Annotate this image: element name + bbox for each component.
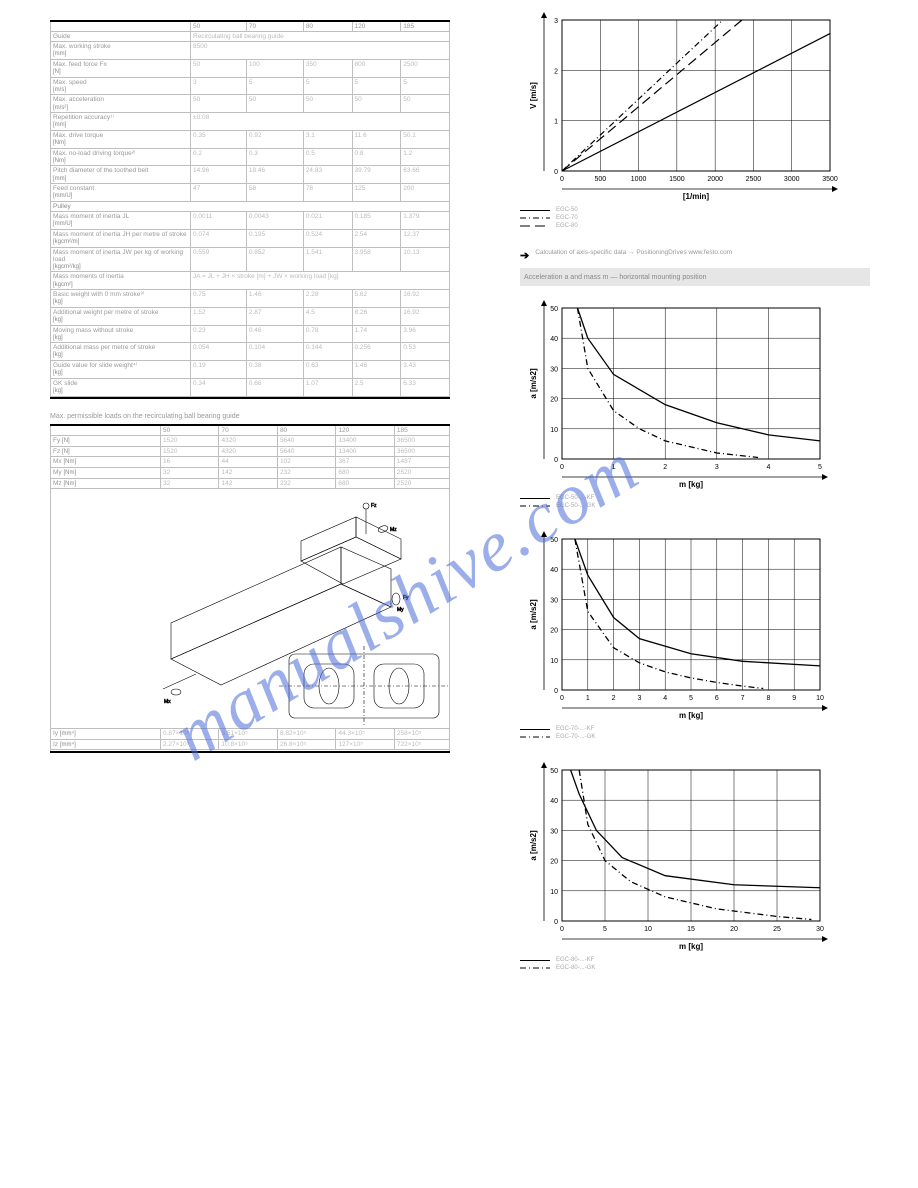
svg-text:1: 1	[612, 464, 616, 471]
arrow-note: ➔ Calculation of axis-specific data → Po…	[520, 249, 870, 262]
t1-h3: 80	[303, 21, 352, 32]
t2-h0	[51, 425, 161, 436]
svg-text:10: 10	[550, 658, 558, 665]
svg-text:2: 2	[554, 68, 558, 75]
t2-caption: Max. permissible loads on the recirculat…	[50, 413, 450, 420]
svg-text:0: 0	[560, 926, 564, 933]
svg-text:m [kg]: m [kg]	[679, 480, 703, 489]
svg-text:0: 0	[560, 695, 564, 702]
svg-text:1: 1	[554, 119, 558, 126]
svg-text:50: 50	[550, 306, 558, 313]
svg-text:500: 500	[594, 176, 606, 183]
grey-bar-text: Acceleration a and mass m — horizontal m…	[524, 274, 706, 281]
svg-text:3: 3	[715, 464, 719, 471]
page-root: 50 70 80 120 185 GuideRecirculating ball…	[0, 0, 918, 1188]
left-column: 50 70 80 120 185 GuideRecirculating ball…	[50, 20, 450, 753]
svg-text:0: 0	[554, 919, 558, 926]
svg-text:5: 5	[818, 464, 822, 471]
svg-text:Fz: Fz	[371, 503, 377, 509]
svg-text:10: 10	[550, 427, 558, 434]
svg-text:0: 0	[560, 176, 564, 183]
svg-text:0: 0	[554, 457, 558, 464]
svg-text:0: 0	[554, 169, 558, 176]
t2-h4: 120	[336, 425, 394, 436]
svg-text:1000: 1000	[631, 176, 647, 183]
chart-v-rpm: 0 500 1000 1500 2000 2500 3000 3500 0 1 2 3 V [m/s] […	[520, 10, 870, 229]
t2-h2: 70	[219, 425, 277, 436]
svg-text:30: 30	[550, 366, 558, 373]
svg-text:0: 0	[554, 688, 558, 695]
svg-text:40: 40	[550, 798, 558, 805]
svg-text:20: 20	[550, 397, 558, 404]
t1-h5: 185	[401, 21, 450, 32]
svg-text:10: 10	[644, 926, 652, 933]
svg-text:30: 30	[550, 828, 558, 835]
svg-text:9: 9	[792, 695, 796, 702]
t2-h5: 185	[394, 425, 449, 436]
svg-text:50: 50	[550, 768, 558, 775]
chart-v-legend: EGC-50EGC-70EGC-80	[520, 207, 870, 229]
svg-text:a [m/s2]: a [m/s2]	[529, 830, 538, 861]
t1-h4: 120	[352, 21, 401, 32]
section-grey-bar: Acceleration a and mass m — horizontal m…	[520, 268, 870, 286]
t2-h1: 50	[161, 425, 219, 436]
svg-text:Mx: Mx	[164, 699, 171, 705]
svg-text:1500: 1500	[669, 176, 685, 183]
svg-text:7: 7	[741, 695, 745, 702]
svg-text:4: 4	[766, 464, 770, 471]
svg-text:25: 25	[773, 926, 781, 933]
spec-table-1: 50 70 80 120 185 GuideRecirculating ball…	[50, 20, 450, 399]
svg-text:Mz: Mz	[390, 527, 397, 533]
svg-text:20: 20	[550, 628, 558, 635]
t2-h3: 80	[277, 425, 335, 436]
svg-text:3: 3	[554, 18, 558, 25]
svg-text:2: 2	[663, 464, 667, 471]
svg-text:2: 2	[612, 695, 616, 702]
svg-text:a [m/s2]: a [m/s2]	[529, 599, 538, 630]
svg-text:10: 10	[550, 889, 558, 896]
svg-text:2000: 2000	[707, 176, 723, 183]
svg-text:3000: 3000	[784, 176, 800, 183]
spec-table-2: 50 70 80 120 185 Fy [N]15204320564013400…	[50, 424, 450, 753]
svg-text:20: 20	[730, 926, 738, 933]
svg-text:40: 40	[550, 336, 558, 343]
accel-mass-charts: 01234501020304050a [m/s2]m [kg]EGC-50-..…	[520, 298, 870, 971]
arrow-icon: ➔	[520, 249, 529, 262]
svg-text:0: 0	[560, 464, 564, 471]
svg-text:m [kg]: m [kg]	[679, 711, 703, 720]
svg-text:a [m/s2]: a [m/s2]	[529, 368, 538, 399]
arrow-text: Calculation of axis-specific data → Posi…	[535, 249, 732, 256]
svg-text:2500: 2500	[746, 176, 762, 183]
svg-text:20: 20	[550, 859, 558, 866]
svg-text:8: 8	[766, 695, 770, 702]
svg-text:V [m/s]: V [m/s]	[529, 82, 538, 109]
svg-text:15: 15	[687, 926, 695, 933]
svg-text:3500: 3500	[822, 176, 838, 183]
svg-text:40: 40	[550, 567, 558, 574]
svg-text:m [kg]: m [kg]	[679, 942, 703, 951]
svg-text:30: 30	[816, 926, 824, 933]
right-column: 05001000150020002500300035000123V [m/s][…	[520, 10, 870, 991]
svg-text:50: 50	[550, 537, 558, 544]
svg-text:My: My	[397, 607, 404, 613]
svg-text:30: 30	[550, 597, 558, 604]
axis-diagram: Fz Mz Mx Fy My	[51, 489, 451, 729]
svg-text:1: 1	[586, 695, 590, 702]
t1-h1: 50	[191, 21, 247, 32]
svg-text:5: 5	[689, 695, 693, 702]
svg-text:5: 5	[603, 926, 607, 933]
t1-h2: 70	[246, 21, 303, 32]
axis-diagram-cell: Fz Mz Mx Fy My	[51, 489, 450, 729]
svg-text:Fy: Fy	[403, 595, 409, 601]
svg-text:4: 4	[663, 695, 667, 702]
svg-text:[1/min]: [1/min]	[683, 192, 710, 201]
t1-h0	[51, 21, 191, 32]
svg-text:6: 6	[715, 695, 719, 702]
svg-text:3: 3	[637, 695, 641, 702]
svg-text:10: 10	[816, 695, 824, 702]
